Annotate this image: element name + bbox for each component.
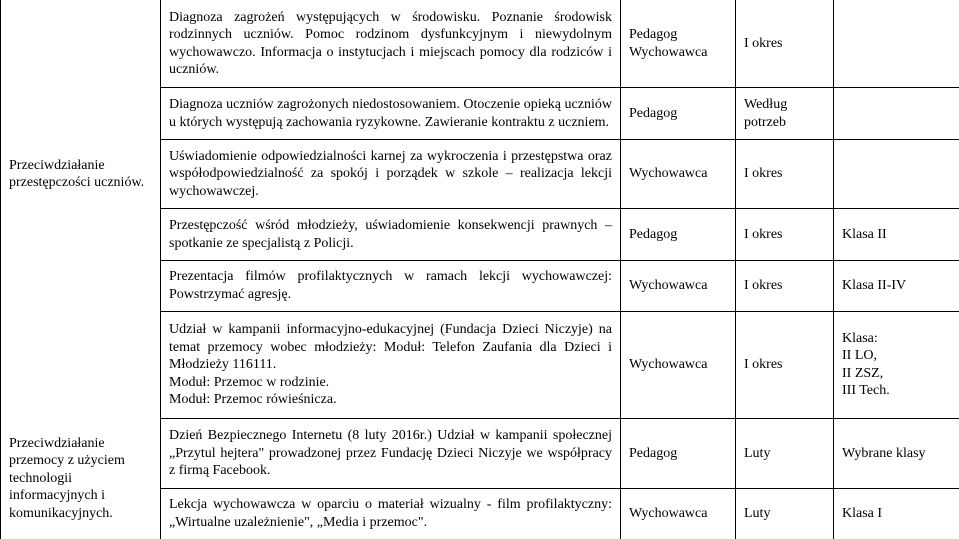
when-cell: Luty — [736, 488, 834, 539]
table-row: Przestępczość wśród młodzieży, uświadomi… — [1, 209, 959, 260]
desc-cell: Przestępczość wśród młodzieży, uświadomi… — [161, 209, 621, 260]
who-cell: Pedagog — [621, 209, 736, 260]
topic-cell — [1, 260, 161, 311]
desc-cell: Dzień Bezpiecznego Internetu (8 luty 201… — [161, 418, 621, 488]
when-cell: Według potrzeb — [736, 88, 834, 139]
table-row: Przeciwdziałanie przestępczości uczniów.… — [1, 139, 959, 209]
document-table: Diagnoza zagrożeń występujących w środow… — [0, 0, 959, 539]
when-cell: I okres — [736, 260, 834, 311]
table-row: Prezentacja filmów profilaktycznych w ra… — [1, 260, 959, 311]
who-cell: Wychowawca — [621, 311, 736, 418]
extra-cell: Klasa II-IV — [834, 260, 959, 311]
extra-cell: Klasa II — [834, 209, 959, 260]
extra-cell: Wybrane klasy — [834, 418, 959, 488]
who-cell: Wychowawca — [621, 488, 736, 539]
table-row: Przeciwdziałanie przemocy z użyciem tech… — [1, 418, 959, 488]
when-cell: Luty — [736, 418, 834, 488]
table-row: Diagnoza uczniów zagrożonych niedostosow… — [1, 88, 959, 139]
when-cell: I okres — [736, 209, 834, 260]
table-row: Diagnoza zagrożeń występujących w środow… — [1, 0, 959, 88]
who-cell: PedagogWychowawca — [621, 0, 736, 88]
topic-cell — [1, 0, 161, 88]
who-cell: Pedagog — [621, 88, 736, 139]
topic-cell — [1, 311, 161, 418]
desc-cell: Lekcja wychowawcza w oparciu o materiał … — [161, 488, 621, 539]
extra-cell: Klasa I — [834, 488, 959, 539]
extra-cell — [834, 0, 959, 88]
topic-cell — [1, 209, 161, 260]
topic-cell: Przeciwdziałanie przestępczości uczniów. — [1, 139, 161, 209]
who-cell: Wychowawca — [621, 139, 736, 209]
when-cell: I okres — [736, 139, 834, 209]
when-cell: I okres — [736, 311, 834, 418]
extra-cell — [834, 88, 959, 139]
who-cell: Wychowawca — [621, 260, 736, 311]
desc-cell: Diagnoza zagrożeń występujących w środow… — [161, 0, 621, 88]
desc-cell: Prezentacja filmów profilaktycznych w ra… — [161, 260, 621, 311]
extra-cell: Klasa:II LO,II ZSZ,III Tech. — [834, 311, 959, 418]
who-cell: Pedagog — [621, 418, 736, 488]
topic-cell — [1, 88, 161, 139]
when-cell: I okres — [736, 0, 834, 88]
topic-cell: Przeciwdziałanie przemocy z użyciem tech… — [1, 418, 161, 539]
desc-cell: Udział w kampanii informacyjno-edukacyjn… — [161, 311, 621, 418]
table-row: Udział w kampanii informacyjno-edukacyjn… — [1, 311, 959, 418]
desc-cell: Diagnoza uczniów zagrożonych niedostosow… — [161, 88, 621, 139]
extra-cell — [834, 139, 959, 209]
desc-cell: Uświadomienie odpowiedzialności karnej z… — [161, 139, 621, 209]
